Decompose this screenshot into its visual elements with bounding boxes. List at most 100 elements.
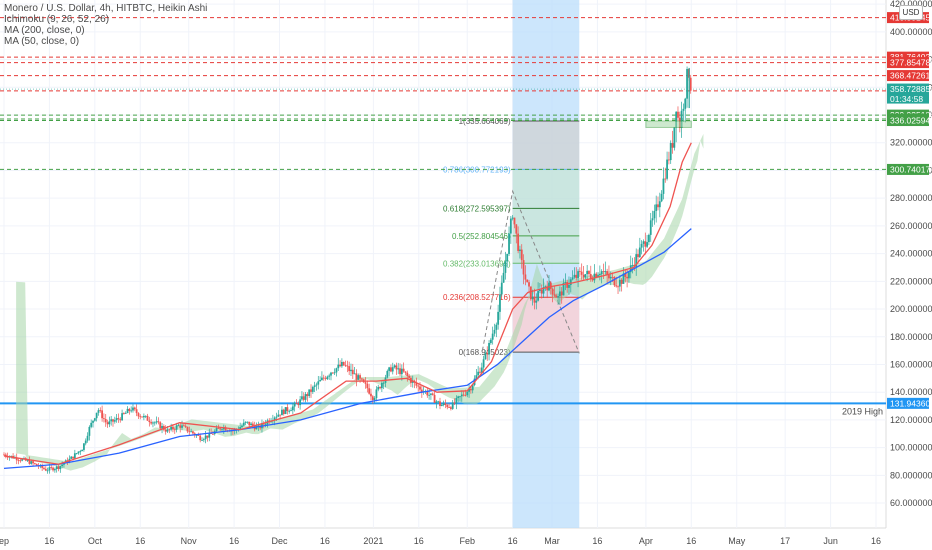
candle-body <box>399 368 401 375</box>
candle-body <box>299 399 302 406</box>
candle-body <box>142 415 145 418</box>
candle-body <box>212 433 214 435</box>
currency-badge[interactable]: USD <box>899 5 923 20</box>
legend-ma200[interactable]: MA (200, close, 0) <box>4 25 85 36</box>
legend-ichimoku[interactable]: Ichimoku (9, 26, 52, 26) <box>4 14 110 25</box>
candle-body <box>426 391 429 396</box>
candle-body <box>397 368 400 370</box>
support-note: 2019 High <box>842 406 883 416</box>
candle-body <box>301 396 303 400</box>
candle-body <box>337 364 340 369</box>
candle-body <box>59 466 62 470</box>
x-tick-label: Mar <box>544 536 560 546</box>
candle-body <box>35 463 38 466</box>
candle-body <box>406 372 409 376</box>
x-tick-label: 16 <box>592 536 602 546</box>
candle-body <box>206 435 209 438</box>
candle-body <box>302 396 305 400</box>
candle-body <box>170 426 173 430</box>
candle-body <box>638 247 641 258</box>
candle-body <box>446 405 449 408</box>
candle-body <box>48 467 51 471</box>
candle-body <box>161 426 163 429</box>
candle-body <box>491 333 494 340</box>
y-tick-label: 320.000000 <box>890 138 932 148</box>
candle-body <box>528 282 530 287</box>
candle-body <box>578 271 581 272</box>
candle-body <box>477 371 480 376</box>
candle-body <box>439 401 441 406</box>
candle-body <box>17 460 20 462</box>
candle-body <box>686 68 688 99</box>
candle-body <box>242 422 245 426</box>
y-tick-label: 400.000000 <box>890 27 932 37</box>
fib-zone-grey <box>512 121 580 170</box>
candle-body <box>371 396 374 401</box>
candle-body <box>339 364 341 367</box>
candle-body <box>526 279 529 283</box>
candle-body <box>457 396 460 399</box>
candle-body <box>344 365 347 366</box>
candle-body <box>624 273 627 277</box>
candle-body <box>32 461 34 464</box>
candle-body <box>284 407 287 414</box>
candle-body <box>391 367 394 372</box>
candle-body <box>531 296 534 300</box>
legend-ma50[interactable]: MA (50, close, 0) <box>4 36 80 47</box>
candle-body <box>159 422 162 429</box>
candle-body <box>368 388 371 394</box>
candle-body <box>535 300 538 303</box>
candle-body <box>153 422 156 424</box>
candle-body <box>124 413 127 414</box>
y-tick-label: 200.000000 <box>890 304 932 314</box>
candle-body <box>604 271 607 273</box>
price-level-tag-bg <box>887 57 929 69</box>
x-tick-label: Jun <box>823 536 838 546</box>
candle-body <box>658 201 661 208</box>
candle-body <box>420 389 423 393</box>
x-tick-label: Feb <box>459 536 475 546</box>
y-tick-label: 160.000000 <box>890 359 932 369</box>
candle-body <box>192 431 194 434</box>
candle-body <box>57 466 60 470</box>
candle-body <box>342 361 345 366</box>
candle-body <box>322 377 325 379</box>
candle-body <box>282 409 285 414</box>
price-level-tag: 377.854785 <box>890 58 932 68</box>
candle-body <box>379 387 381 389</box>
candle-body <box>455 398 458 404</box>
current-price-tag-bg <box>887 83 929 104</box>
chart-layers: 1(335.664069)0.786(300.772193)0.618(272.… <box>0 0 932 528</box>
candle-body <box>428 394 430 396</box>
price-level-tag-bg <box>887 163 929 175</box>
candle-body <box>500 282 503 295</box>
candle-body <box>297 403 300 406</box>
fib-level-label: 1(335.664069) <box>459 117 511 126</box>
candle-body <box>609 276 612 279</box>
candle-body <box>653 210 656 219</box>
x-tick-label: 16 <box>44 536 54 546</box>
candle-body <box>666 159 668 179</box>
candle-body <box>168 429 171 431</box>
candle-body <box>620 279 623 284</box>
candle-body <box>544 286 547 288</box>
candle-body <box>611 276 614 278</box>
candle-body <box>150 422 153 424</box>
candle-body <box>139 416 142 418</box>
candle-body <box>524 274 527 280</box>
candle-body <box>202 439 205 441</box>
candle-body <box>286 407 289 412</box>
candle-body <box>673 127 676 148</box>
candle-body <box>517 233 520 251</box>
candle-body <box>631 265 634 266</box>
candle-body <box>577 271 579 278</box>
candle-body <box>479 371 481 373</box>
candle-body <box>93 418 96 421</box>
candle-body <box>648 234 650 243</box>
candle-body <box>655 204 658 211</box>
candle-body <box>152 422 154 424</box>
candle-body <box>495 324 498 330</box>
candle-body <box>81 449 84 452</box>
candle-body <box>448 407 450 408</box>
